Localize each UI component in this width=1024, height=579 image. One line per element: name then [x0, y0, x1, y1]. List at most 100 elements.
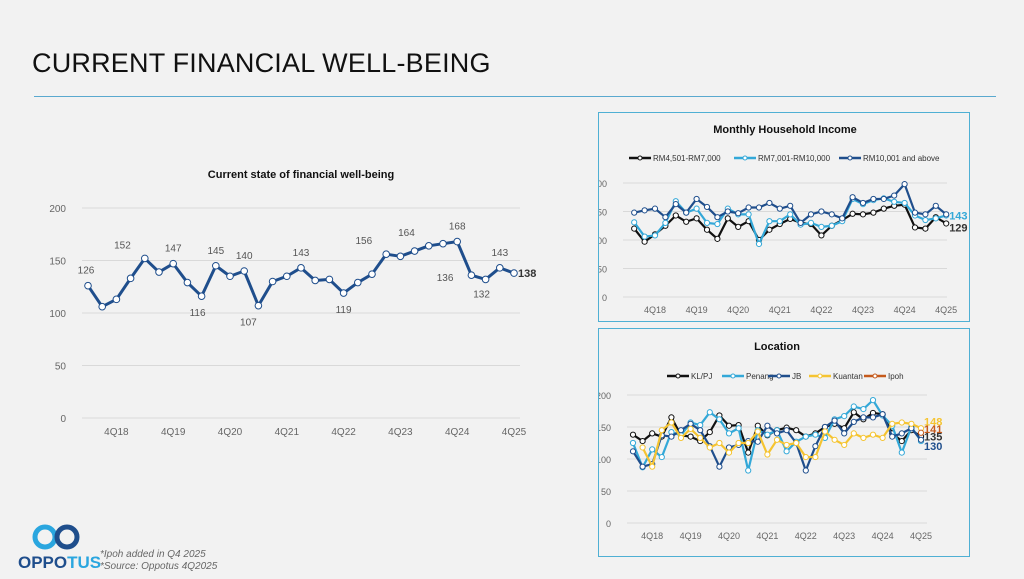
end-value-label: 148 [924, 416, 942, 428]
x-tick-label: 4Q24 [872, 531, 894, 541]
y-tick-label: 200 [599, 391, 611, 401]
data-point [818, 208, 825, 215]
data-point [725, 449, 733, 456]
legend-label: RM10,001 and above [863, 154, 940, 163]
data-label: 136 [437, 273, 454, 284]
data-label: 168 [449, 222, 466, 233]
data-label: 140 [236, 251, 253, 262]
data-point [764, 431, 771, 438]
data-point [828, 211, 835, 218]
data-point [869, 431, 877, 438]
data-point [735, 439, 742, 447]
legend-marker [730, 373, 736, 379]
data-point [802, 453, 809, 461]
data-label: 143 [491, 248, 508, 259]
x-tick-label: 4Q22 [795, 531, 817, 541]
data-point [850, 430, 857, 437]
data-point [766, 218, 773, 225]
data-point [850, 403, 857, 410]
data-label: 107 [240, 318, 257, 329]
x-tick-label: 4Q21 [275, 427, 300, 438]
legend-label: RM4,501-RM7,000 [653, 154, 721, 163]
data-point [510, 269, 518, 277]
data-point [879, 434, 886, 441]
data-point [859, 211, 867, 218]
data-point [240, 267, 248, 275]
data-point [860, 414, 867, 421]
data-point [898, 449, 905, 456]
data-point [725, 422, 733, 429]
data-point [932, 202, 939, 209]
data-point [793, 439, 800, 447]
data-point [807, 219, 815, 227]
x-tick-label: 4Q24 [894, 305, 916, 315]
data-point [687, 420, 694, 427]
data-point [467, 271, 476, 279]
end-value-label: 135 [924, 432, 942, 444]
data-point [212, 261, 220, 270]
data-point [755, 240, 763, 248]
data-point [880, 195, 887, 203]
data-label: 138 [518, 268, 536, 280]
x-tick-label: 4Q22 [331, 427, 356, 438]
data-point [649, 430, 656, 437]
data-point [860, 405, 867, 413]
data-point [697, 434, 704, 441]
data-point [901, 181, 908, 188]
data-point [745, 211, 752, 218]
data-point [841, 430, 848, 437]
data-point [908, 420, 915, 427]
x-tick-label: 4Q23 [833, 531, 855, 541]
data-point [849, 210, 856, 217]
data-point [922, 225, 929, 232]
legend-marker [675, 373, 681, 379]
legend-label: Kuantan [833, 372, 863, 381]
y-tick-label: 0 [602, 293, 607, 303]
x-tick-label: 4Q20 [727, 305, 749, 315]
data-point [911, 209, 919, 216]
data-point [869, 397, 877, 404]
data-point [776, 218, 783, 225]
y-tick-label: 100 [599, 236, 607, 246]
data-point [714, 220, 721, 228]
data-point [917, 436, 925, 443]
data-point [891, 192, 898, 199]
legend-marker [872, 373, 878, 379]
legend-marker [776, 373, 782, 379]
data-point [754, 438, 761, 445]
data-point [766, 226, 773, 233]
data-point [155, 268, 163, 276]
data-point [724, 208, 731, 215]
legend-label: Penang [746, 372, 774, 381]
end-value-label: 143 [949, 210, 967, 222]
data-point [639, 437, 646, 445]
x-tick-label: 4Q19 [686, 305, 708, 315]
data-point [776, 205, 783, 212]
data-point [382, 250, 391, 258]
data-point [668, 433, 675, 440]
oppotus-logo: OPPOTUS [16, 522, 102, 574]
data-point [197, 292, 206, 300]
data-point [783, 448, 790, 455]
y-tick-label: 0 [60, 414, 66, 425]
data-point [683, 218, 690, 225]
end-value-label: 129 [949, 222, 967, 234]
data-point [821, 428, 829, 435]
data-point [850, 418, 857, 425]
x-tick-label: 4Q19 [680, 531, 702, 541]
data-point [631, 209, 638, 216]
data-point [98, 302, 106, 311]
x-tick-label: 4Q18 [641, 531, 663, 541]
data-label: 143 [293, 248, 310, 259]
data-label: 156 [356, 236, 373, 247]
data-point [841, 413, 848, 420]
y-tick-label: 50 [55, 362, 67, 373]
data-point [112, 295, 121, 304]
data-label: 132 [473, 289, 490, 300]
data-point [325, 275, 334, 284]
data-point [870, 209, 877, 216]
legend-marker [817, 373, 823, 379]
x-tick-label: 4Q21 [769, 305, 791, 315]
chart-title: Location [754, 341, 800, 353]
data-point [425, 242, 433, 250]
